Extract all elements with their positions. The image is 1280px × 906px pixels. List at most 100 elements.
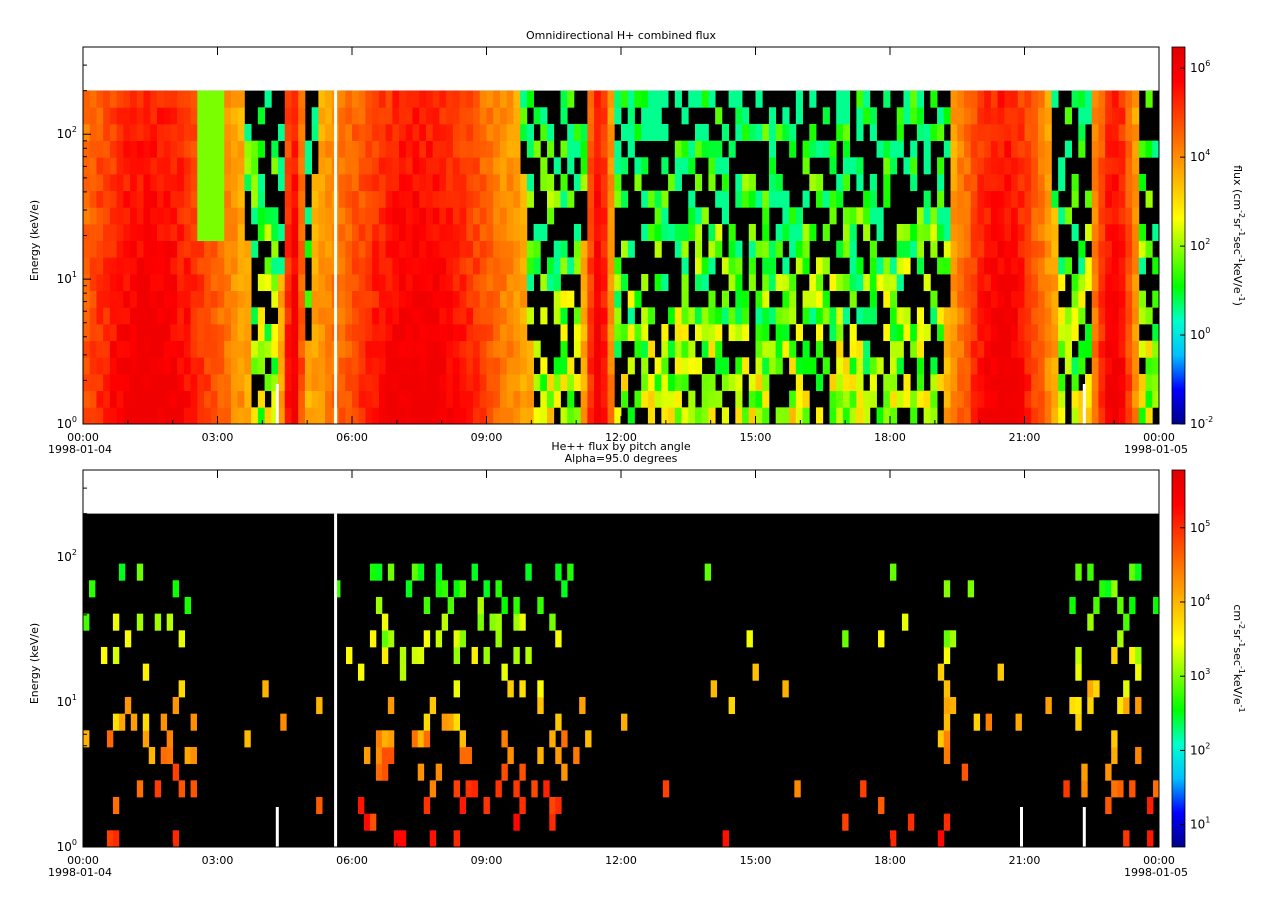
spectrogram-cell	[1118, 223, 1126, 242]
spectrogram-cell	[1105, 157, 1113, 175]
spectrogram-cell	[385, 290, 393, 308]
spectrogram-cell	[230, 357, 239, 375]
spectrogram-cell	[721, 173, 730, 192]
spectrogram-cell	[112, 646, 120, 665]
spectrogram-cell	[217, 90, 225, 108]
spectrogram-cell	[489, 613, 496, 631]
spectrogram-cell	[977, 223, 985, 242]
spectrogram-cell	[83, 273, 91, 292]
spectrogram-cell	[143, 140, 151, 158]
spectrogram-cell	[486, 207, 494, 225]
spectrogram-cell	[728, 373, 736, 392]
spectrogram-cell	[278, 273, 286, 292]
spectrogram-cell	[405, 307, 413, 325]
spectrogram-cell	[103, 323, 111, 342]
spectrogram-cell	[715, 323, 723, 342]
spectrogram-cell	[170, 140, 178, 158]
spectrogram-cell	[381, 613, 389, 631]
spectrogram-cell	[499, 290, 508, 308]
spectrogram-cell	[1044, 107, 1052, 125]
y-tick-label: 102	[57, 125, 77, 141]
spectrogram-cell	[399, 123, 407, 142]
spectrogram-cell	[621, 390, 629, 408]
colorbar	[1171, 469, 1186, 848]
spectrogram-cell	[890, 830, 897, 848]
spectrogram-cell	[452, 340, 461, 358]
spectrogram-cell	[251, 340, 259, 358]
spectrogram-cell	[1098, 240, 1106, 258]
spectrogram-cell	[1132, 323, 1140, 342]
spectrogram-cell	[997, 407, 1005, 425]
spectrogram-cell	[963, 307, 972, 325]
spectrogram-cell	[930, 240, 938, 258]
spectrogram-cell	[600, 357, 608, 375]
spectrogram-cell	[325, 190, 333, 208]
spectrogram-cell	[1044, 90, 1052, 108]
spectrogram-cell	[473, 273, 481, 292]
spectrogram-cell	[298, 273, 306, 292]
spectrogram-cell	[963, 173, 972, 192]
spectrogram-cell	[392, 307, 400, 325]
spectrogram-cell	[385, 323, 393, 342]
spectrogram-cell	[136, 340, 144, 358]
spectrogram-cell	[943, 307, 951, 325]
spectrogram-cell	[429, 696, 437, 715]
spectrogram-cell	[493, 107, 501, 125]
spectrogram-cell	[116, 373, 124, 392]
spectrogram-cell	[372, 257, 380, 275]
spectrogram-cell	[910, 140, 918, 158]
y-tick-label: 101	[57, 270, 77, 286]
spectrogram-cell	[338, 157, 346, 175]
spectrogram-cell	[1078, 290, 1086, 308]
spectrogram-cell	[943, 407, 951, 425]
spectrogram-cell	[520, 257, 528, 275]
spectrogram-cell	[96, 223, 104, 242]
spectrogram-cell	[136, 173, 144, 192]
spectrogram-cell	[452, 257, 461, 275]
spectrogram-cell	[694, 273, 703, 292]
spectrogram-cell	[513, 373, 521, 392]
spectrogram-cell	[89, 207, 97, 225]
spectrogram-cell	[1132, 157, 1140, 175]
spectrogram-cell	[560, 340, 568, 358]
spectrogram-cell	[1031, 157, 1039, 175]
spectrogram-cell	[1138, 140, 1146, 158]
spectrogram-cell	[755, 340, 763, 358]
spectrogram-cell	[970, 140, 978, 158]
spectrogram-cell	[271, 340, 279, 358]
spectrogram-cell	[600, 307, 608, 325]
spectrogram-cell	[748, 223, 756, 242]
spectrogram-cell	[755, 373, 763, 392]
spectrogram-cell	[1125, 223, 1133, 242]
spectrogram-cell	[1098, 190, 1106, 208]
spectrogram-cell	[237, 290, 245, 308]
spectrogram-cell	[715, 390, 723, 408]
spectrogram-cell	[997, 323, 1005, 342]
spectrogram-cell	[1017, 190, 1025, 208]
colorbar-tick-label: 100	[1190, 326, 1210, 342]
spectrogram-cell	[251, 240, 259, 258]
spectrogram-cell	[271, 157, 279, 175]
spectrogram-cell	[271, 273, 279, 292]
spectrogram-cell	[284, 307, 292, 325]
spectrogram-cell	[984, 340, 992, 358]
spectrogram-cell	[378, 407, 387, 425]
spectrogram-cell	[392, 173, 400, 192]
colorbar-label-part: -2	[1237, 210, 1246, 218]
spectrogram-cell	[977, 123, 985, 142]
spectrogram-cell	[950, 207, 958, 225]
spectrogram-cell	[123, 273, 131, 292]
spectrogram-cell	[1037, 190, 1046, 208]
spectrogram-cell	[170, 273, 178, 292]
spectrogram-cell	[768, 190, 777, 208]
spectrogram-cell	[957, 390, 965, 408]
y-tick-label-exp: 1	[72, 693, 77, 702]
spectrogram-cell	[903, 223, 911, 242]
spectrogram-cell	[244, 357, 252, 375]
spectrogram-cell	[479, 207, 487, 225]
spectrogram-cell	[1117, 780, 1124, 798]
spectrogram-cell	[661, 157, 669, 175]
spectrogram-cell	[378, 157, 387, 175]
spectrogram-cell	[937, 323, 945, 342]
spectrogram-cell	[479, 257, 487, 275]
